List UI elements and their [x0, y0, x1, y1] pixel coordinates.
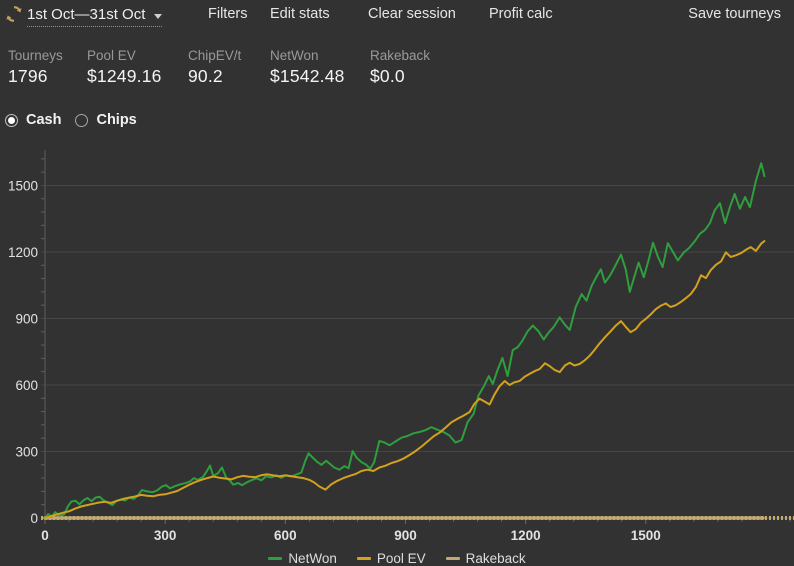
- stat-chipev-per-t: ChipEV/t 90.2: [188, 48, 241, 87]
- legend-label: Pool EV: [376, 551, 426, 566]
- menu-clear-session[interactable]: Clear session: [368, 6, 456, 22]
- stat-label: Rakeback: [370, 48, 431, 63]
- stat-value: $1249.16: [87, 66, 162, 86]
- svg-text:1500: 1500: [631, 528, 661, 543]
- stat-netwon: NetWon $1542.48: [270, 48, 345, 87]
- svg-text:1200: 1200: [8, 245, 38, 260]
- svg-text:900: 900: [394, 528, 417, 543]
- stat-label: Pool EV: [87, 48, 136, 63]
- legend-label: Rakeback: [465, 551, 526, 566]
- stat-value: 90.2: [188, 66, 223, 86]
- legend-dash-icon: [445, 557, 460, 560]
- radio-label[interactable]: Chips: [96, 112, 137, 128]
- svg-text:900: 900: [15, 311, 38, 326]
- date-range-selector[interactable]: 1st Oct—31st Oct: [27, 5, 163, 27]
- session-stats: Tourneys 1796 Pool EV $1249.16 ChipEV/t …: [0, 48, 794, 98]
- legend-dash-icon: [356, 557, 371, 560]
- legend-item-poolev: Pool EV: [356, 551, 426, 566]
- top-bar: 1st Oct—31st Oct Filters Edit stats Clea…: [0, 0, 794, 30]
- menu-filters[interactable]: Filters: [208, 6, 248, 22]
- legend-item-netwon: NetWon: [268, 551, 337, 566]
- svg-text:0: 0: [30, 511, 38, 526]
- chart-legend: NetWon Pool EV Rakeback: [0, 551, 794, 566]
- menu-profit-calc[interactable]: Profit calc: [489, 6, 553, 22]
- radio-label[interactable]: Cash: [26, 112, 62, 128]
- stat-label: Tourneys: [8, 48, 63, 63]
- legend-label: NetWon: [288, 551, 337, 566]
- svg-text:1500: 1500: [8, 178, 38, 193]
- date-range-label: 1st Oct—31st Oct: [27, 6, 146, 23]
- stat-value: $0.0: [370, 66, 405, 86]
- svg-text:0: 0: [41, 528, 49, 543]
- radio-chips[interactable]: Chips: [75, 112, 137, 128]
- svg-text:600: 600: [274, 528, 297, 543]
- stat-value: 1796: [8, 66, 48, 86]
- stat-label: NetWon: [270, 48, 319, 63]
- radio-button-icon[interactable]: [75, 113, 89, 127]
- legend-dash-icon: [268, 557, 283, 560]
- stat-tourneys: Tourneys 1796: [8, 48, 63, 87]
- radio-cash[interactable]: Cash: [5, 112, 61, 128]
- stat-label: ChipEV/t: [188, 48, 242, 63]
- svg-text:300: 300: [154, 528, 177, 543]
- chevron-down-icon: [154, 13, 163, 19]
- svg-text:300: 300: [15, 444, 38, 459]
- refresh-icon[interactable]: [5, 5, 23, 23]
- radio-button-icon[interactable]: [5, 113, 18, 127]
- stat-pool-ev: Pool EV $1249.16: [87, 48, 162, 87]
- legend-item-rakeback: Rakeback: [445, 551, 526, 566]
- menu-save-tourneys[interactable]: Save tourneys: [688, 6, 781, 22]
- svg-text:600: 600: [15, 378, 38, 393]
- menu-edit-stats[interactable]: Edit stats: [270, 6, 330, 22]
- svg-text:1200: 1200: [511, 528, 541, 543]
- stat-rakeback: Rakeback $0.0: [370, 48, 430, 87]
- stat-value: $1542.48: [270, 66, 345, 86]
- display-mode-toggle: Cash Chips: [5, 112, 137, 128]
- results-graph: 0 300 600 900 1200 1500 0 300 600 900 1200 1500: [8, 150, 794, 543]
